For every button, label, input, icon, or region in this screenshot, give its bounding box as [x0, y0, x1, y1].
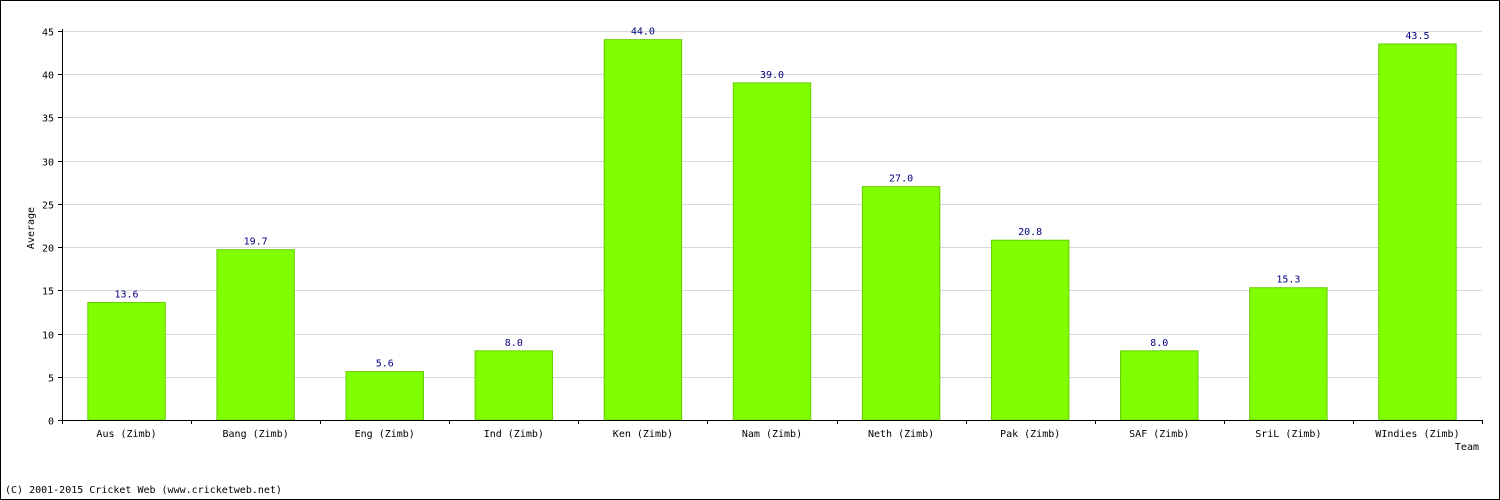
- copyright-footer: (C) 2001-2015 Cricket Web (www.cricketwe…: [5, 485, 282, 496]
- value-label: 43.5: [1405, 31, 1429, 42]
- x-tick-label: SriL (Zimb): [1255, 429, 1321, 440]
- x-tick-label: WIndies (Zimb): [1375, 429, 1459, 440]
- y-tick-label: 20: [42, 244, 54, 255]
- y-tick-labels: 0 5 10 15 20 25 30 35 40 45: [42, 28, 54, 428]
- y-tick-label: 35: [42, 114, 54, 125]
- y-tick-label: 40: [42, 71, 54, 82]
- y-tick-label: 25: [42, 201, 54, 212]
- bar: [1120, 350, 1199, 421]
- x-tick-label: Ind (Zimb): [484, 429, 544, 440]
- y-tick-label: 0: [48, 417, 54, 428]
- bar: [345, 371, 424, 421]
- value-label: 8.0: [505, 338, 523, 349]
- x-tick-label: Ken (Zimb): [613, 429, 673, 440]
- bar: [474, 350, 554, 421]
- bar: [990, 239, 1070, 421]
- x-tick-label: Pak (Zimb): [1000, 429, 1060, 440]
- value-labels: 13.6 19.7 5.6 8.0 44.0 39.0 27.0 20.8 8.0 15.3 43.…: [114, 27, 1429, 370]
- bar: [87, 301, 166, 421]
- y-tick-label: 30: [42, 158, 54, 169]
- value-label: 15.3: [1276, 275, 1300, 286]
- bar: [861, 186, 941, 421]
- value-label: 5.6: [376, 359, 394, 370]
- value-label: 8.0: [1150, 338, 1168, 349]
- x-tick-label: Neth (Zimb): [868, 429, 934, 440]
- y-tick-label: 10: [42, 331, 54, 342]
- y-tick-label: 45: [42, 28, 54, 39]
- x-tick-label: Eng (Zimb): [355, 429, 415, 440]
- value-label: 44.0: [631, 27, 655, 38]
- bar: [216, 249, 295, 421]
- bar-chart: 0 5 10 15 20 25 30 35 40 45 Aus (Zimb) Bang (Zimb)…: [26, 27, 1483, 453]
- bars: [87, 39, 1457, 421]
- x-axis-label: Team: [1455, 442, 1479, 453]
- y-tick-label: 5: [48, 374, 54, 385]
- bar: [732, 82, 812, 421]
- value-label: 13.6: [114, 289, 138, 300]
- value-label: 20.8: [1018, 227, 1042, 238]
- axes: [58, 29, 1483, 424]
- bar: [1378, 43, 1457, 421]
- x-tick-labels: Aus (Zimb) Bang (Zimb) Eng (Zimb) Ind (Zimb…: [96, 429, 1459, 440]
- bar: [603, 39, 683, 421]
- x-tick-label: SAF (Zimb): [1129, 429, 1189, 440]
- x-tick-label: Nam (Zimb): [742, 429, 802, 440]
- value-label: 39.0: [760, 70, 784, 81]
- x-tick-label: Aus (Zimb): [96, 429, 156, 440]
- value-label: 27.0: [889, 174, 913, 185]
- x-tick-label: Bang (Zimb): [223, 429, 289, 440]
- y-tick-label: 15: [42, 287, 54, 298]
- value-label: 19.7: [244, 237, 268, 248]
- bar: [1249, 287, 1328, 421]
- y-axis-label: Average: [26, 207, 37, 249]
